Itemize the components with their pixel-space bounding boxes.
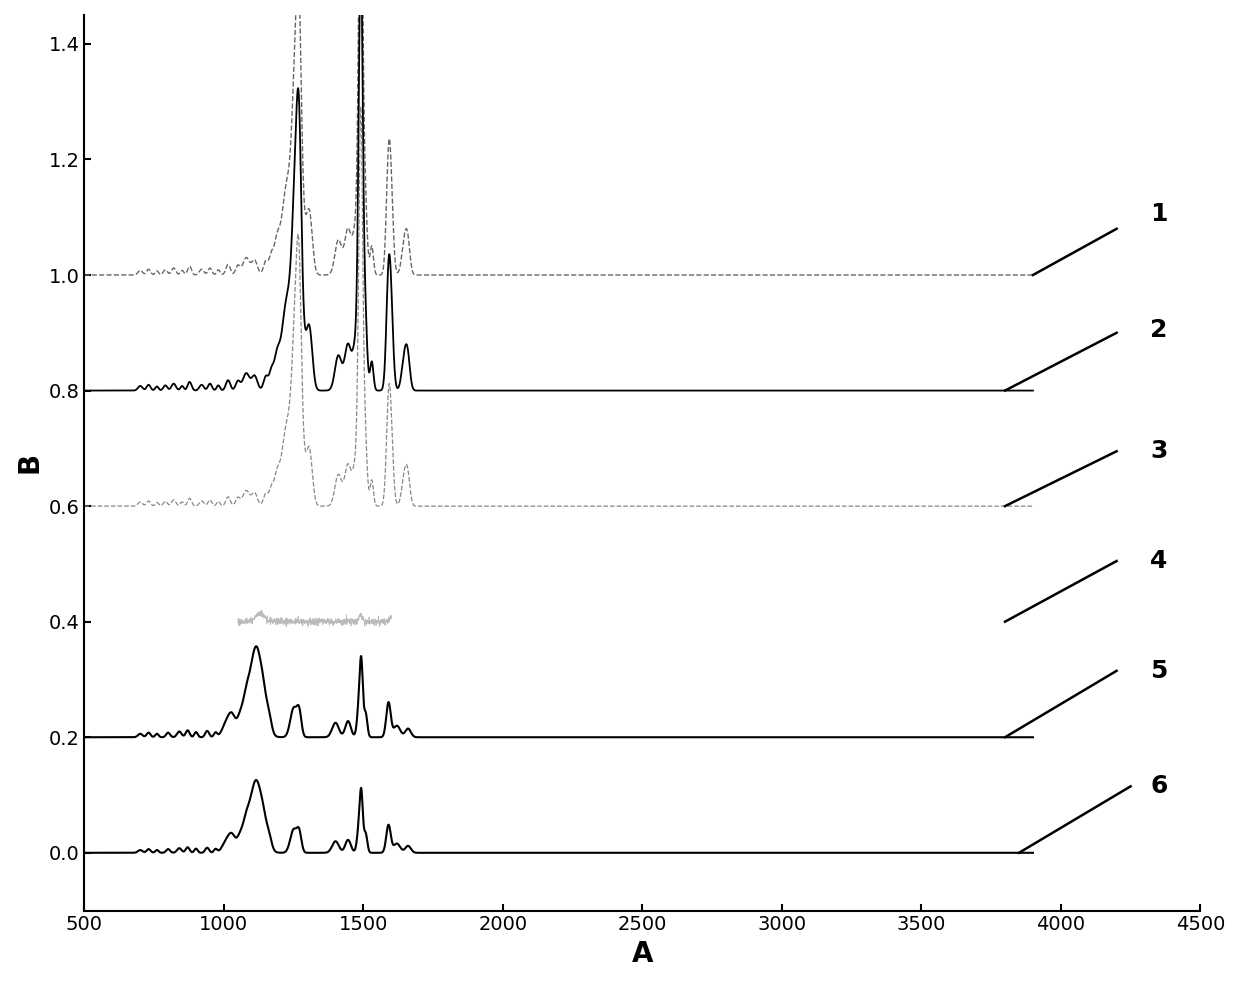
Text: 4: 4 (1149, 549, 1168, 573)
Text: 1: 1 (1149, 202, 1168, 226)
Text: 3: 3 (1149, 439, 1168, 463)
Y-axis label: B: B (15, 452, 43, 474)
X-axis label: A: A (631, 940, 653, 968)
Text: 6: 6 (1149, 775, 1168, 798)
Text: 2: 2 (1149, 318, 1168, 342)
Text: 5: 5 (1149, 659, 1168, 683)
